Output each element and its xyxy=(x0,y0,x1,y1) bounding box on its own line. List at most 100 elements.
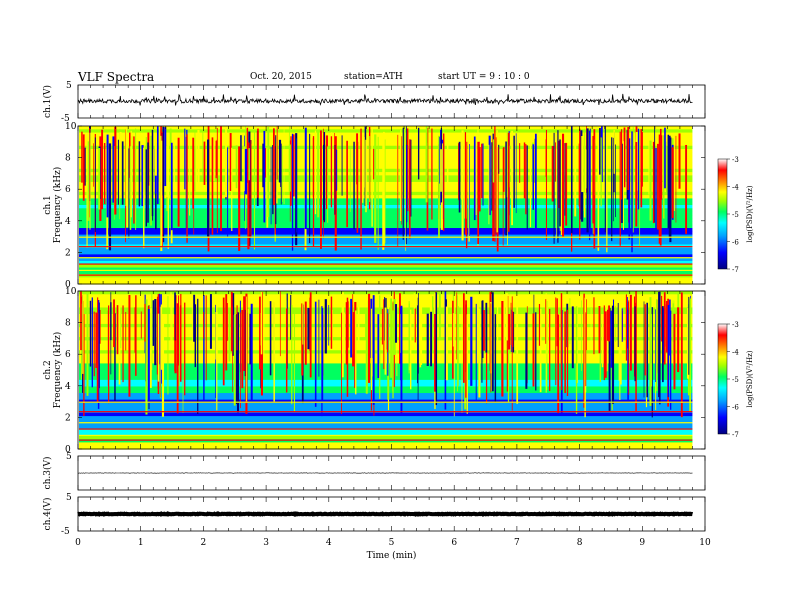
spectrogram-streak xyxy=(597,142,600,251)
spectrogram-streak xyxy=(538,303,541,346)
spectrogram-streak xyxy=(225,294,228,371)
x-tick-label: 10 xyxy=(699,538,711,548)
x-tick-label: 3 xyxy=(263,538,269,548)
spectrogram-streak xyxy=(431,296,434,353)
y-axis-label-line1: ch.2 xyxy=(43,360,53,379)
spectrogram-streak xyxy=(593,139,595,209)
spectrogram-streak xyxy=(223,308,225,364)
spectrogram-line xyxy=(79,401,693,403)
spectrogram-streak xyxy=(507,132,510,232)
spectrogram-streak xyxy=(675,135,677,223)
spectrogram-streak xyxy=(176,303,179,414)
spectrogram-streak xyxy=(291,305,293,405)
spectrogram-streak xyxy=(259,296,262,370)
spectrogram-streak xyxy=(202,131,204,181)
spectrogram-streak xyxy=(216,128,218,234)
spectrogram-streak xyxy=(113,299,115,348)
spectrogram-streak xyxy=(325,135,328,210)
station-label: station=ATH xyxy=(344,72,403,82)
spectrogram-streak xyxy=(627,309,629,403)
spectrogram-streak xyxy=(352,294,354,360)
spectrogram-streak xyxy=(579,128,581,240)
spectrogram-streak xyxy=(203,312,204,339)
spectrogram-line xyxy=(79,411,693,413)
y-tick-label: 4 xyxy=(65,217,71,227)
spectrogram-streak xyxy=(374,134,377,243)
spectrogram-streak xyxy=(288,126,290,181)
spectrogram-streak xyxy=(661,135,663,200)
spectrogram-streak xyxy=(149,308,152,388)
spectrogram-streak xyxy=(144,148,147,192)
colorbar-tick-label: -5 xyxy=(732,376,739,384)
spectrogram-streak xyxy=(334,145,336,215)
spectrogram-streak xyxy=(327,146,329,223)
spectrogram-streak xyxy=(488,135,491,216)
spectrogram-streak xyxy=(152,300,155,346)
spectrogram-streak xyxy=(598,305,601,354)
spectrogram-line xyxy=(79,274,693,276)
spectrogram-streak xyxy=(575,306,578,414)
spectrogram-row xyxy=(79,435,693,440)
spectrogram-streak xyxy=(276,126,278,180)
spectrogram-streak xyxy=(601,314,604,368)
spectrogram-streak xyxy=(357,305,360,341)
spectrogram-streak xyxy=(655,299,658,391)
spectrogram-row xyxy=(79,294,693,299)
spectrogram-streak xyxy=(641,131,643,187)
spectrogram-line xyxy=(79,428,693,430)
spectrogram-streak xyxy=(167,296,169,395)
spectrogram-row xyxy=(79,389,693,394)
spectrogram-streak xyxy=(112,136,115,203)
spectrogram-streak xyxy=(686,308,689,379)
spectrogram-streak xyxy=(425,126,428,202)
y-axis-label-line1: ch.1 xyxy=(43,195,53,214)
spectrogram-streak xyxy=(241,310,244,389)
spectrogram-streak xyxy=(557,130,559,243)
spectrogram-streak xyxy=(627,296,628,349)
spectrogram-streak xyxy=(604,311,607,378)
spectrogram-streak xyxy=(160,140,163,252)
spectrogram-streak xyxy=(250,303,253,403)
spectrogram-streak xyxy=(97,300,100,409)
spectrogram-streak xyxy=(556,298,558,347)
spectrogram-streak xyxy=(304,301,307,365)
spectrogram-streak xyxy=(618,298,620,381)
spectrogram-streak xyxy=(685,144,688,234)
spectrogram-streak xyxy=(662,306,664,383)
spectrogram-streak xyxy=(562,133,565,237)
spectrogram-streak xyxy=(247,308,249,349)
spectrogram-streak xyxy=(192,137,194,209)
spectrogram-streak xyxy=(321,308,324,403)
spectrogram-streak xyxy=(560,135,563,235)
spectrogram-streak xyxy=(346,301,349,348)
spectrogram-streak xyxy=(475,136,477,215)
spectrogram-streak xyxy=(140,311,142,339)
spectrogram-row xyxy=(79,267,693,272)
spectrogram-streak xyxy=(263,299,265,358)
spectrogram-row xyxy=(79,181,693,186)
spectrogram-streak xyxy=(622,141,624,230)
spectrogram-streak xyxy=(677,307,680,373)
spectrogram-streak xyxy=(512,311,515,353)
y-tick-label: 5 xyxy=(66,81,72,91)
spectrogram-streak xyxy=(118,297,121,385)
spectrogram-row xyxy=(79,218,693,223)
spectrogram-streak xyxy=(292,134,295,197)
spectrogram-streak xyxy=(662,135,665,219)
colorbar-tick-label: -7 xyxy=(732,431,739,439)
spectrogram-streak xyxy=(346,140,348,228)
spectrogram-row xyxy=(79,396,693,401)
spectrogram-streak xyxy=(236,305,238,351)
spectrogram-streak xyxy=(365,309,367,340)
spectrogram-streak xyxy=(341,313,344,378)
spectrogram-streak xyxy=(620,129,623,200)
spectrogram-streak xyxy=(275,135,277,225)
x-tick-label: 5 xyxy=(389,538,395,548)
spectrogram-streak xyxy=(511,130,513,226)
spectrogram-row xyxy=(79,211,693,216)
spectrogram-row xyxy=(79,165,693,170)
spectrogram-streak xyxy=(555,142,556,182)
spectrogram-streak xyxy=(341,135,343,196)
spectrogram-streak xyxy=(525,312,528,389)
